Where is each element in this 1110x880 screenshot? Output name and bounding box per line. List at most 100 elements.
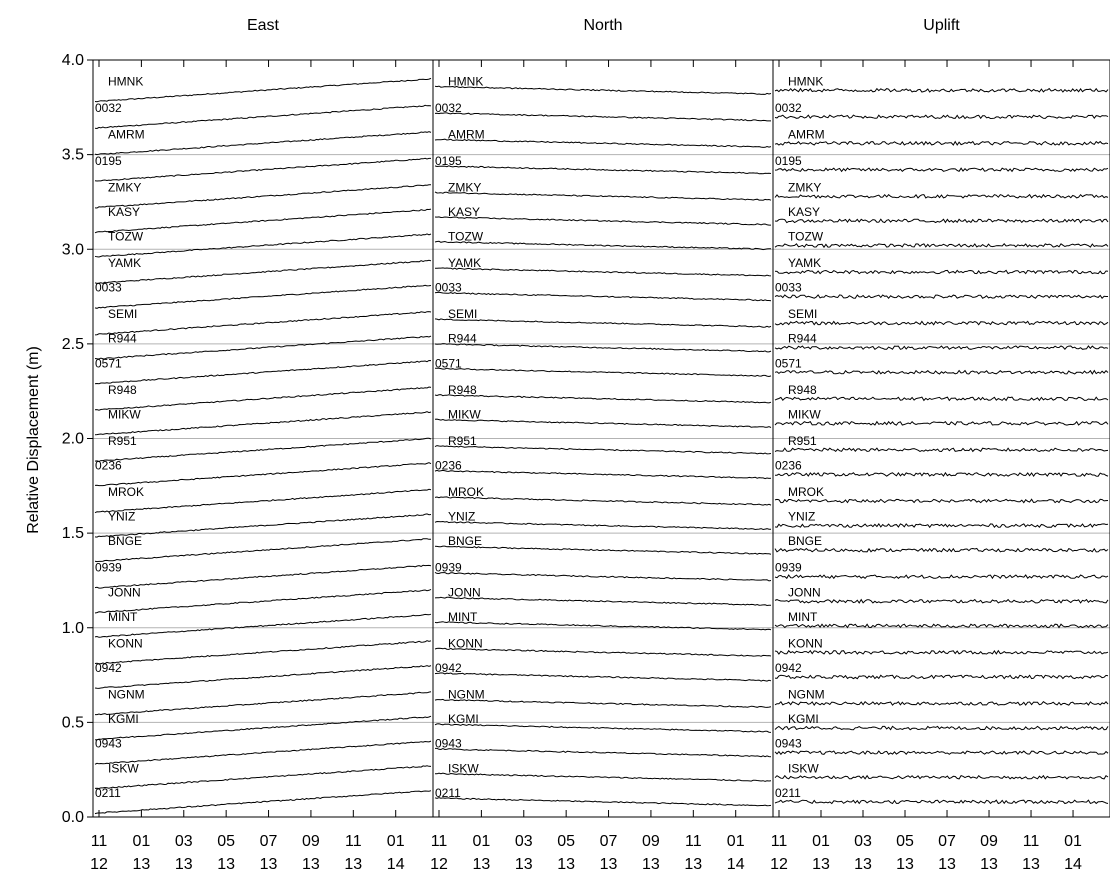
series-line-north-mint [434, 621, 772, 631]
station-label-uplift: ISKW [788, 761, 819, 775]
series-line-north-mrok [434, 496, 772, 506]
station-label-uplift: R951 [788, 434, 817, 448]
station-label-north: 0033 [435, 281, 462, 295]
y-axis-label: Relative Displacement (m) [25, 346, 42, 534]
station-label-uplift: 0033 [775, 281, 802, 295]
station-label-north: KGMI [448, 712, 479, 726]
station-label-east: KASY [108, 205, 140, 219]
series-line-north-r951 [434, 445, 772, 455]
x-tick-label-year: 14 [1064, 856, 1082, 873]
x-tick-label-month: 11 [345, 833, 362, 850]
series-line-uplift-r951 [774, 447, 1109, 453]
x-tick-label-month: 01 [132, 833, 150, 850]
series-line-uplift-hmnk [774, 87, 1109, 93]
station-label-uplift: JONN [788, 585, 821, 599]
station-label-north: R948 [448, 383, 477, 397]
series-line-uplift-kasy [774, 218, 1109, 224]
x-tick-label-year: 13 [684, 856, 702, 873]
station-label-uplift: BNGE [788, 534, 822, 548]
station-label-uplift: 0571 [775, 356, 802, 370]
series-line-uplift-0943 [774, 750, 1109, 756]
x-tick-label-month: 07 [938, 833, 956, 850]
x-tick-label-year: 13 [472, 856, 490, 873]
station-label-uplift: SEMI [788, 307, 817, 321]
x-tick-label-month: 11 [431, 833, 448, 850]
series-line-uplift-konn [774, 649, 1109, 655]
x-tick-label-month: 03 [854, 833, 872, 850]
series-line-north-semi [434, 318, 772, 328]
panel-title-north: North [583, 17, 622, 34]
series-line-uplift-0032 [774, 114, 1109, 120]
series-line-east-mint [94, 613, 432, 638]
station-label-east: 0236 [95, 458, 122, 472]
station-label-uplift: AMRM [788, 127, 825, 141]
station-label-north: MIKW [448, 407, 481, 421]
series-line-east-yniz [94, 513, 432, 538]
x-tick-label-year: 13 [557, 856, 575, 873]
series-line-east-semi [94, 311, 432, 336]
x-tick-label-year: 14 [727, 856, 745, 873]
series-line-east-kasy [94, 208, 432, 234]
series-line-uplift-0195 [774, 167, 1109, 173]
station-label-east: MROK [108, 485, 144, 499]
station-label-north: 0571 [435, 356, 462, 370]
station-label-north: 0942 [435, 661, 462, 675]
station-label-uplift: MROK [788, 485, 824, 499]
station-label-north: 0939 [435, 561, 462, 575]
series-line-east-iskw [94, 765, 432, 790]
x-tick-label-month: 11 [91, 833, 108, 850]
station-label-north: JONN [448, 585, 481, 599]
series-line-east-mrok [94, 488, 432, 514]
x-tick-label-month: 03 [175, 833, 193, 850]
y-tick-label: 3.0 [62, 241, 84, 258]
station-label-east: KGMI [108, 712, 139, 726]
series-line-north-r944 [434, 343, 772, 353]
station-label-east: MIKW [108, 407, 141, 421]
series-line-north-hmnk [434, 85, 772, 95]
x-tick-label-month: 09 [642, 833, 660, 850]
series-line-east-r944 [94, 335, 432, 360]
station-label-uplift: YNIZ [788, 510, 815, 524]
series-line-east-tozw [94, 233, 432, 258]
series-line-uplift-0236 [774, 471, 1109, 477]
x-tick-label-month: 03 [515, 833, 533, 850]
series-line-uplift-0939 [774, 574, 1109, 580]
axes: East 11 12 01 13 03 13 05 13 07 13 09 13 11 13 01 14 Nort… [62, 17, 1082, 873]
x-tick-label-month: 05 [557, 833, 575, 850]
plot-frames [92, 59, 1110, 818]
station-label-north: KASY [448, 205, 480, 219]
station-label-north: HMNK [448, 74, 483, 88]
series-line-north-iskw [435, 772, 772, 782]
series-line-north-kasy [434, 216, 771, 226]
x-tick-label-year: 13 [812, 856, 830, 873]
x-tick-label-month: 01 [727, 833, 745, 850]
series-line-uplift-0571 [774, 369, 1109, 375]
station-label-uplift: 0195 [775, 154, 802, 168]
station-label-east: 0032 [95, 101, 122, 115]
x-tick-label-month: 11 [685, 833, 702, 850]
station-label-uplift: 0943 [775, 737, 802, 751]
series-line-north-0195 [434, 165, 772, 175]
x-tick-label-year: 13 [1022, 856, 1040, 873]
station-label-east: AMRM [108, 127, 145, 141]
station-label-east: TOZW [108, 229, 144, 243]
station-label-east: YNIZ [108, 510, 135, 524]
station-label-east: HMNK [108, 74, 143, 88]
series-line-north-0236 [434, 469, 772, 480]
station-label-east: JONN [108, 585, 141, 599]
y-tick-label: 2.0 [62, 431, 84, 448]
station-label-east: KONN [108, 636, 143, 650]
panel-title-uplift: Uplift [923, 17, 960, 34]
station-label-east: 0942 [95, 661, 122, 675]
y-tick-label: 1.5 [62, 525, 84, 542]
station-label-north: 0032 [435, 101, 462, 115]
station-label-uplift: 0236 [775, 458, 802, 472]
station-label-north: 0211 [435, 786, 461, 800]
series-line-uplift-jonn [774, 598, 1109, 604]
x-tick-label-year: 13 [600, 856, 618, 873]
y-tick-label: 4.0 [62, 52, 84, 69]
x-tick-label-year: 13 [896, 856, 914, 873]
series-line-east-0033 [94, 284, 432, 309]
series-line-east-0942 [94, 665, 432, 689]
series-line-east-bnge [94, 538, 431, 563]
